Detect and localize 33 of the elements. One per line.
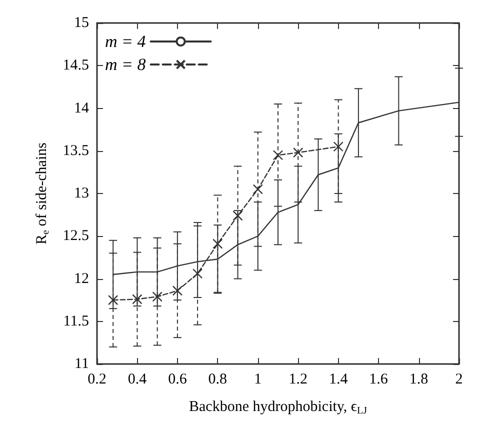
- x-tick-label: 2: [455, 372, 463, 388]
- point: [132, 294, 142, 304]
- legend-label: m = 4: [105, 32, 146, 51]
- x-tick-label: 1.6: [369, 372, 388, 388]
- point: [152, 292, 162, 302]
- point: [293, 147, 304, 158]
- y-tick-label: 12.5: [62, 228, 89, 244]
- x-tick-label: 0.2: [88, 372, 106, 388]
- x-tick-label: 1.2: [288, 372, 308, 388]
- y-tick-label: 14.5: [62, 58, 89, 74]
- point: [108, 294, 118, 306]
- y-tick-label: 14: [74, 100, 90, 116]
- point: [232, 210, 243, 221]
- x-tick-label: 1: [254, 372, 262, 388]
- legend-label: m = 8: [105, 55, 146, 74]
- x-tick-label: 1.4: [328, 372, 348, 388]
- x-tick-label: 0.8: [208, 372, 228, 388]
- point: [272, 150, 284, 160]
- point: [192, 268, 203, 279]
- point: [252, 184, 263, 194]
- x-tick-label: 0.4: [128, 372, 148, 388]
- y-tick-label: 11.5: [63, 313, 89, 330]
- x-tick-label: 0.6: [168, 372, 188, 388]
- y-tick-label: 11: [74, 356, 89, 372]
- y-axis-title: Re of side-chains: [34, 142, 52, 244]
- y-tick-label: 15: [74, 15, 89, 31]
- point: [212, 238, 223, 249]
- y-tick-label: 13.5: [62, 142, 89, 159]
- y-tick-label: 12: [74, 270, 89, 287]
- y-tick-label: 13: [74, 186, 89, 202]
- point: [333, 142, 344, 152]
- point: [172, 286, 183, 296]
- x-tick-label: 1.8: [409, 372, 428, 388]
